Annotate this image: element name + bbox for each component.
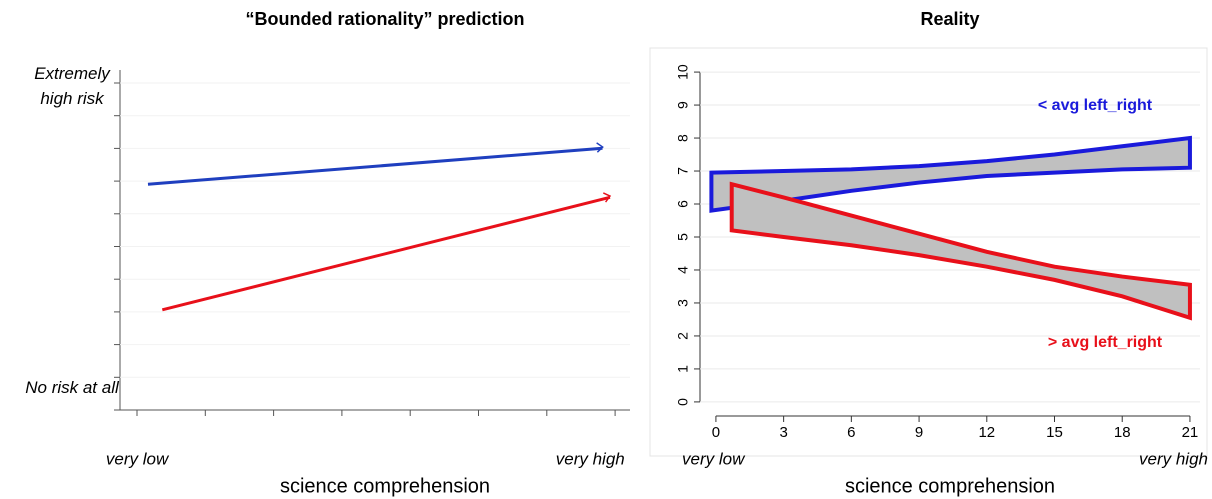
- x-axis-title: science comprehension: [280, 475, 490, 497]
- y-tick-label: 1: [675, 365, 691, 373]
- x-tick-label: 9: [915, 424, 923, 441]
- y-tick-label: 4: [675, 266, 691, 274]
- y-tick-label: 0: [675, 398, 691, 406]
- x-axis-title: science comprehension: [845, 475, 1055, 497]
- y-tick-label: 10: [675, 64, 691, 80]
- y-tick-label: 2: [675, 332, 691, 340]
- y-tick-label: 9: [675, 101, 691, 109]
- x-tick-label: 0: [712, 424, 720, 441]
- plot-frame: [649, 47, 1208, 457]
- y-tick-label: 7: [675, 167, 691, 175]
- x-tick-label: 6: [847, 424, 855, 441]
- y-tick-label: 5: [675, 233, 691, 241]
- series-label: > avg left_right: [1048, 334, 1163, 351]
- x-tick-label: 12: [978, 424, 995, 441]
- series-line: [161, 192, 612, 312]
- x-tick-label: 21: [1182, 424, 1199, 441]
- chart-title: Reality: [920, 9, 979, 29]
- x-end-label: very high: [1139, 449, 1208, 468]
- x-tick-label: very low: [106, 449, 170, 468]
- series-label: < avg left_right: [1038, 97, 1153, 114]
- band: [729, 181, 1192, 321]
- y-tick-label: 8: [675, 134, 691, 142]
- x-tick-label: 3: [779, 424, 787, 441]
- series-line: [147, 142, 604, 186]
- x-end-label: very low: [682, 449, 746, 468]
- y-tick-label: 3: [675, 299, 691, 307]
- x-tick-label: 15: [1046, 424, 1063, 441]
- y-tick-label: No risk at all: [25, 377, 119, 397]
- chart-title: “Bounded rationality” prediction: [245, 9, 524, 29]
- band: [709, 135, 1192, 213]
- x-tick-label: very high: [556, 449, 625, 468]
- y-tick-label: 6: [675, 200, 691, 208]
- y-tick-label: Extremely high risk: [34, 63, 110, 108]
- x-tick-label: 18: [1114, 424, 1131, 441]
